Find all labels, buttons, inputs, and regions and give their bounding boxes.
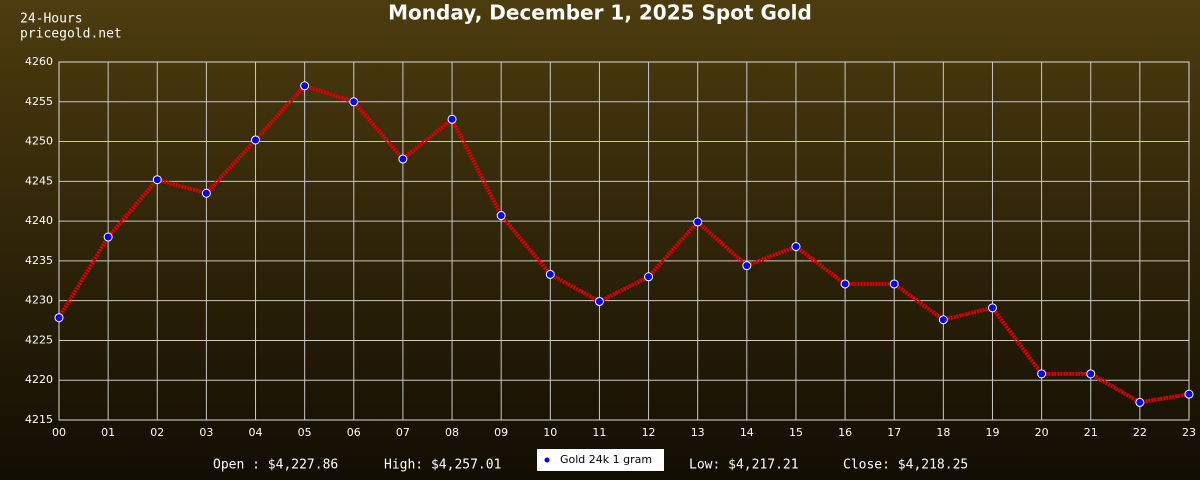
y-tick-label: 4215: [25, 413, 53, 426]
y-tick-label: 4235: [25, 254, 53, 267]
legend-marker: [544, 457, 550, 463]
data-point: [152, 175, 162, 185]
x-tick-label: 11: [592, 426, 606, 439]
x-tick-label: 15: [789, 426, 803, 439]
data-point: [840, 279, 850, 289]
x-tick-label: 17: [887, 426, 901, 439]
legend-label: Gold 24k 1 gram: [560, 453, 652, 466]
y-tick-label: 4260: [25, 55, 53, 68]
data-point: [1037, 369, 1047, 379]
x-tick-label: 02: [150, 426, 164, 439]
x-tick-label: 16: [838, 426, 852, 439]
x-tick-label: 13: [691, 426, 705, 439]
y-tick-label: 4240: [25, 214, 53, 227]
data-point: [938, 315, 948, 325]
x-tick-label: 18: [936, 426, 950, 439]
data-point: [201, 188, 211, 198]
data-point: [1135, 397, 1145, 407]
data-point: [398, 154, 408, 164]
plot-frame: [58, 61, 1190, 421]
data-point: [545, 269, 555, 279]
series-line: [57, 83, 1190, 405]
x-tick-label: 08: [445, 426, 459, 439]
stat: Close: $4,218.25: [843, 458, 968, 473]
x-tick-label: 19: [985, 426, 999, 439]
y-tick-label: 4225: [25, 333, 53, 346]
data-point: [447, 114, 457, 124]
data-point: [987, 303, 997, 313]
x-tick-label: 07: [396, 426, 410, 439]
x-tick-label: 03: [199, 426, 213, 439]
y-tick-label: 4255: [25, 95, 53, 108]
data-point: [644, 272, 654, 282]
data-point: [791, 242, 801, 252]
y-tick-label: 4220: [25, 373, 53, 386]
chart-title: Monday, December 1, 2025 Spot Gold: [388, 1, 812, 25]
x-tick-label: 12: [642, 426, 656, 439]
data-point: [251, 135, 261, 145]
x-tick-label: 14: [740, 426, 754, 439]
x-tick-label: 01: [101, 426, 115, 439]
y-tick-label: 4250: [25, 135, 53, 148]
x-tick-label: 22: [1133, 426, 1147, 439]
x-tick-label: 00: [52, 426, 66, 439]
subtitle: 24-Hours: [20, 12, 83, 27]
y-tick-label: 4230: [25, 294, 53, 307]
data-point: [496, 211, 506, 221]
data-point: [349, 97, 359, 107]
y-tick-label: 4245: [25, 174, 53, 187]
data-point: [1184, 389, 1194, 399]
x-tick-label: 05: [298, 426, 312, 439]
data-point: [1086, 369, 1096, 379]
x-tick-label: 23: [1182, 426, 1196, 439]
stat: Low: $4,217.21: [689, 458, 799, 473]
x-tick-label: 09: [494, 426, 508, 439]
x-tick-label: 10: [543, 426, 557, 439]
x-tick-label: 20: [1035, 426, 1049, 439]
data-point: [594, 296, 604, 306]
legend-box: [537, 449, 664, 471]
x-tick-label: 04: [249, 426, 263, 439]
stat: Open : $4,227.86: [213, 458, 338, 473]
data-point: [54, 313, 64, 323]
stat: High: $4,257.01: [384, 458, 501, 473]
x-tick-label: 21: [1084, 426, 1098, 439]
data-point: [300, 81, 310, 91]
subtitle: pricegold.net: [20, 27, 122, 42]
data-point: [889, 279, 899, 289]
data-point: [693, 217, 703, 227]
data-point: [103, 232, 113, 242]
x-tick-label: 06: [347, 426, 361, 439]
data-point: [742, 261, 752, 271]
